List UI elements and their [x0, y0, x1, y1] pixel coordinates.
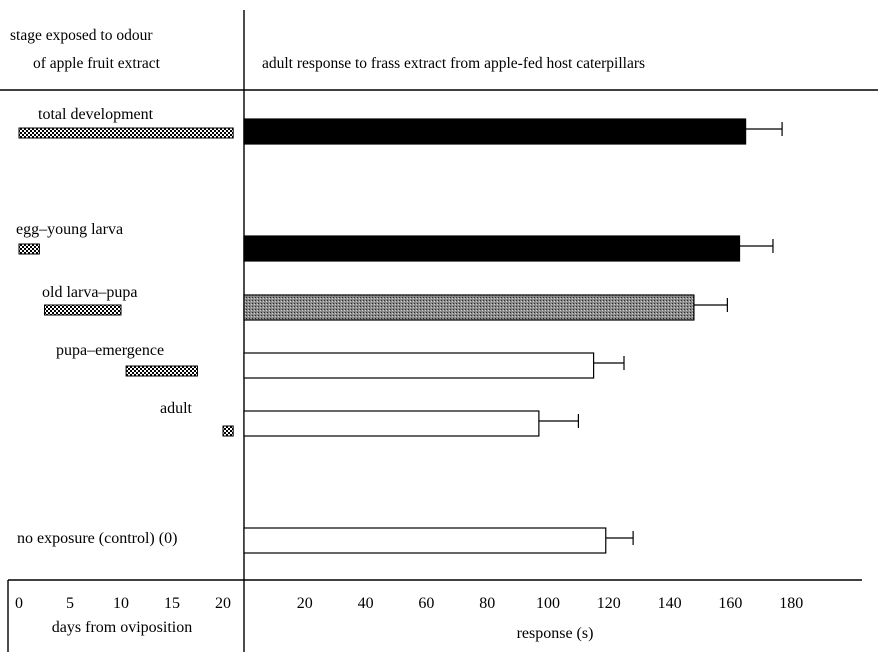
left-tick-labels: 0 5 10 15 20: [15, 595, 231, 612]
bar-group: adult: [160, 400, 580, 437]
right-tick-label: 140: [658, 595, 682, 612]
stage-label: pupa–emergence: [56, 342, 164, 359]
right-tick-label: 40: [358, 595, 374, 612]
left-x-axis-label: days from oviposition: [52, 619, 192, 636]
right-tick-label: 100: [536, 595, 560, 612]
response-bar: [243, 235, 741, 262]
response-bar: [243, 352, 595, 379]
right-tick-label: 60: [418, 595, 434, 612]
left-header-line-1: stage exposed to odour: [10, 27, 153, 44]
exposure-period-bar: [222, 425, 234, 437]
left-tick-label: 20: [215, 595, 231, 612]
exposure-period-bar: [18, 127, 234, 139]
bar-group: total development: [18, 106, 783, 145]
bar-group: pupa–emergence: [56, 342, 625, 379]
left-header-line-2: of apple fruit extract: [33, 55, 161, 72]
right-header: adult response to frass extract from app…: [262, 55, 645, 72]
stage-label: egg–young larva: [16, 221, 123, 238]
bar-group: no exposure (control) (0): [17, 527, 634, 554]
response-bar: [243, 294, 695, 321]
right-tick-label: 160: [718, 595, 742, 612]
response-bar: [243, 527, 607, 554]
bar-group: egg–young larva: [16, 221, 774, 262]
right-tick-label: 80: [479, 595, 495, 612]
right-x-axis-label: response (s): [517, 625, 594, 642]
stage-label: total development: [38, 106, 154, 123]
right-tick-label: 180: [779, 595, 803, 612]
stage-label: old larva–pupa: [42, 284, 138, 301]
response-bar: [243, 118, 747, 145]
bar-group: old larva–pupa: [42, 284, 728, 321]
left-tick-label: 0: [15, 595, 23, 612]
exposure-period-bar: [44, 304, 122, 316]
left-tick-label: 15: [164, 595, 180, 612]
stage-label: adult: [160, 400, 193, 417]
right-tick-label: 20: [297, 595, 313, 612]
left-tick-label: 10: [113, 595, 129, 612]
right-tick-label: 120: [597, 595, 621, 612]
bar-groups: total development egg–young larva old larv…: [16, 106, 783, 554]
response-bar: [243, 410, 540, 437]
right-tick-labels: 20 40 60 80 100 120 140 160 180: [297, 595, 803, 612]
exposure-period-bar: [125, 365, 198, 377]
left-tick-label: 5: [66, 595, 74, 612]
stage-label: no exposure (control) (0): [17, 530, 177, 547]
exposure-period-bar: [18, 243, 40, 255]
